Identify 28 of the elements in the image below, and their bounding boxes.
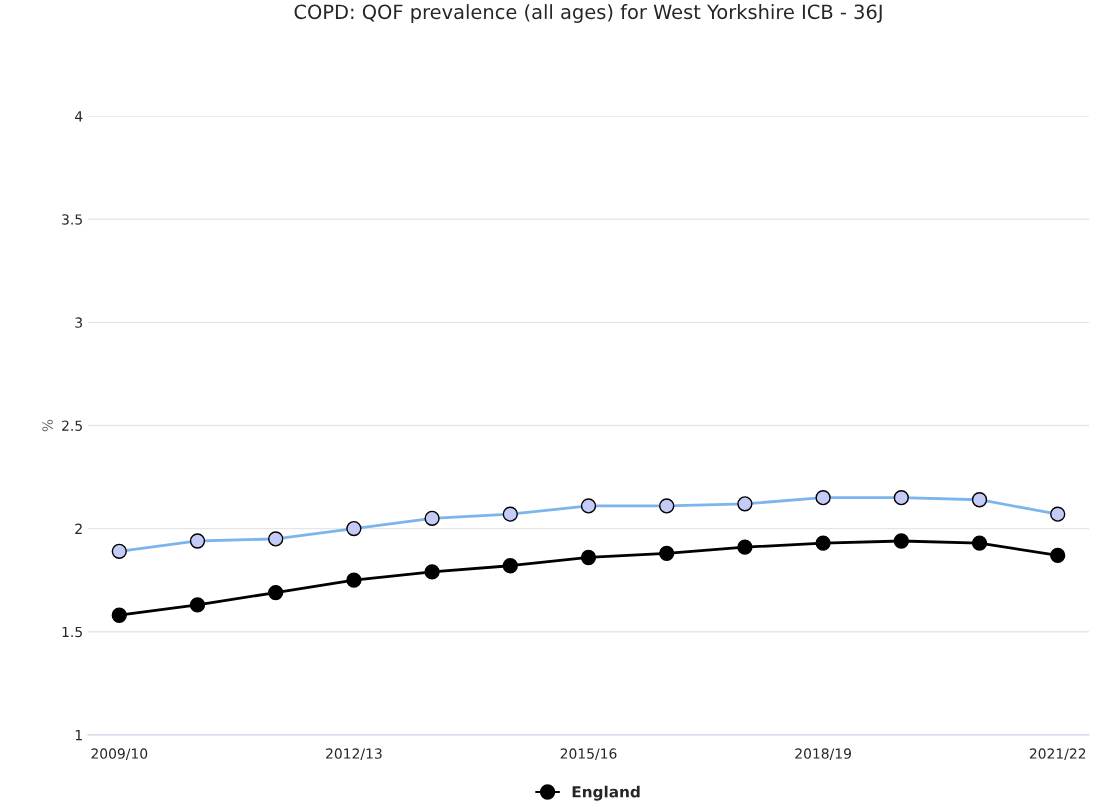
y-tick-label: 2	[75, 523, 82, 534]
point	[502, 558, 518, 574]
y-tick-label: 1	[75, 730, 82, 741]
point	[268, 584, 284, 601]
point	[111, 607, 127, 623]
point	[424, 564, 440, 580]
y-tick-label: 2.5	[62, 420, 82, 431]
legend-label: England	[572, 785, 640, 801]
x-tick-label: 2018/19	[795, 748, 851, 760]
y-tick-label: 4	[74, 111, 83, 122]
x-tick-label: 2021/22	[1029, 748, 1086, 760]
point	[346, 572, 362, 588]
point	[893, 533, 909, 549]
x-tick-label: 2012/13	[326, 748, 382, 760]
point	[815, 535, 831, 551]
point	[1050, 547, 1066, 564]
point	[189, 597, 206, 613]
y-tick-label: 3.5	[62, 214, 82, 225]
chart-title: COPD: QOF prevalence (all ages) for West Yorkshire ICB - 36J	[294, 4, 882, 23]
y-tick-label: 3	[75, 317, 83, 328]
point	[659, 545, 675, 562]
point	[580, 549, 597, 566]
x-tick-label: 2009/10	[91, 748, 148, 760]
x-tick-label: 2015/16	[560, 748, 617, 760]
y-axis-title: %	[42, 419, 53, 432]
y-tick-label: 1.5	[62, 626, 82, 638]
point	[971, 535, 988, 551]
point	[737, 539, 753, 555]
